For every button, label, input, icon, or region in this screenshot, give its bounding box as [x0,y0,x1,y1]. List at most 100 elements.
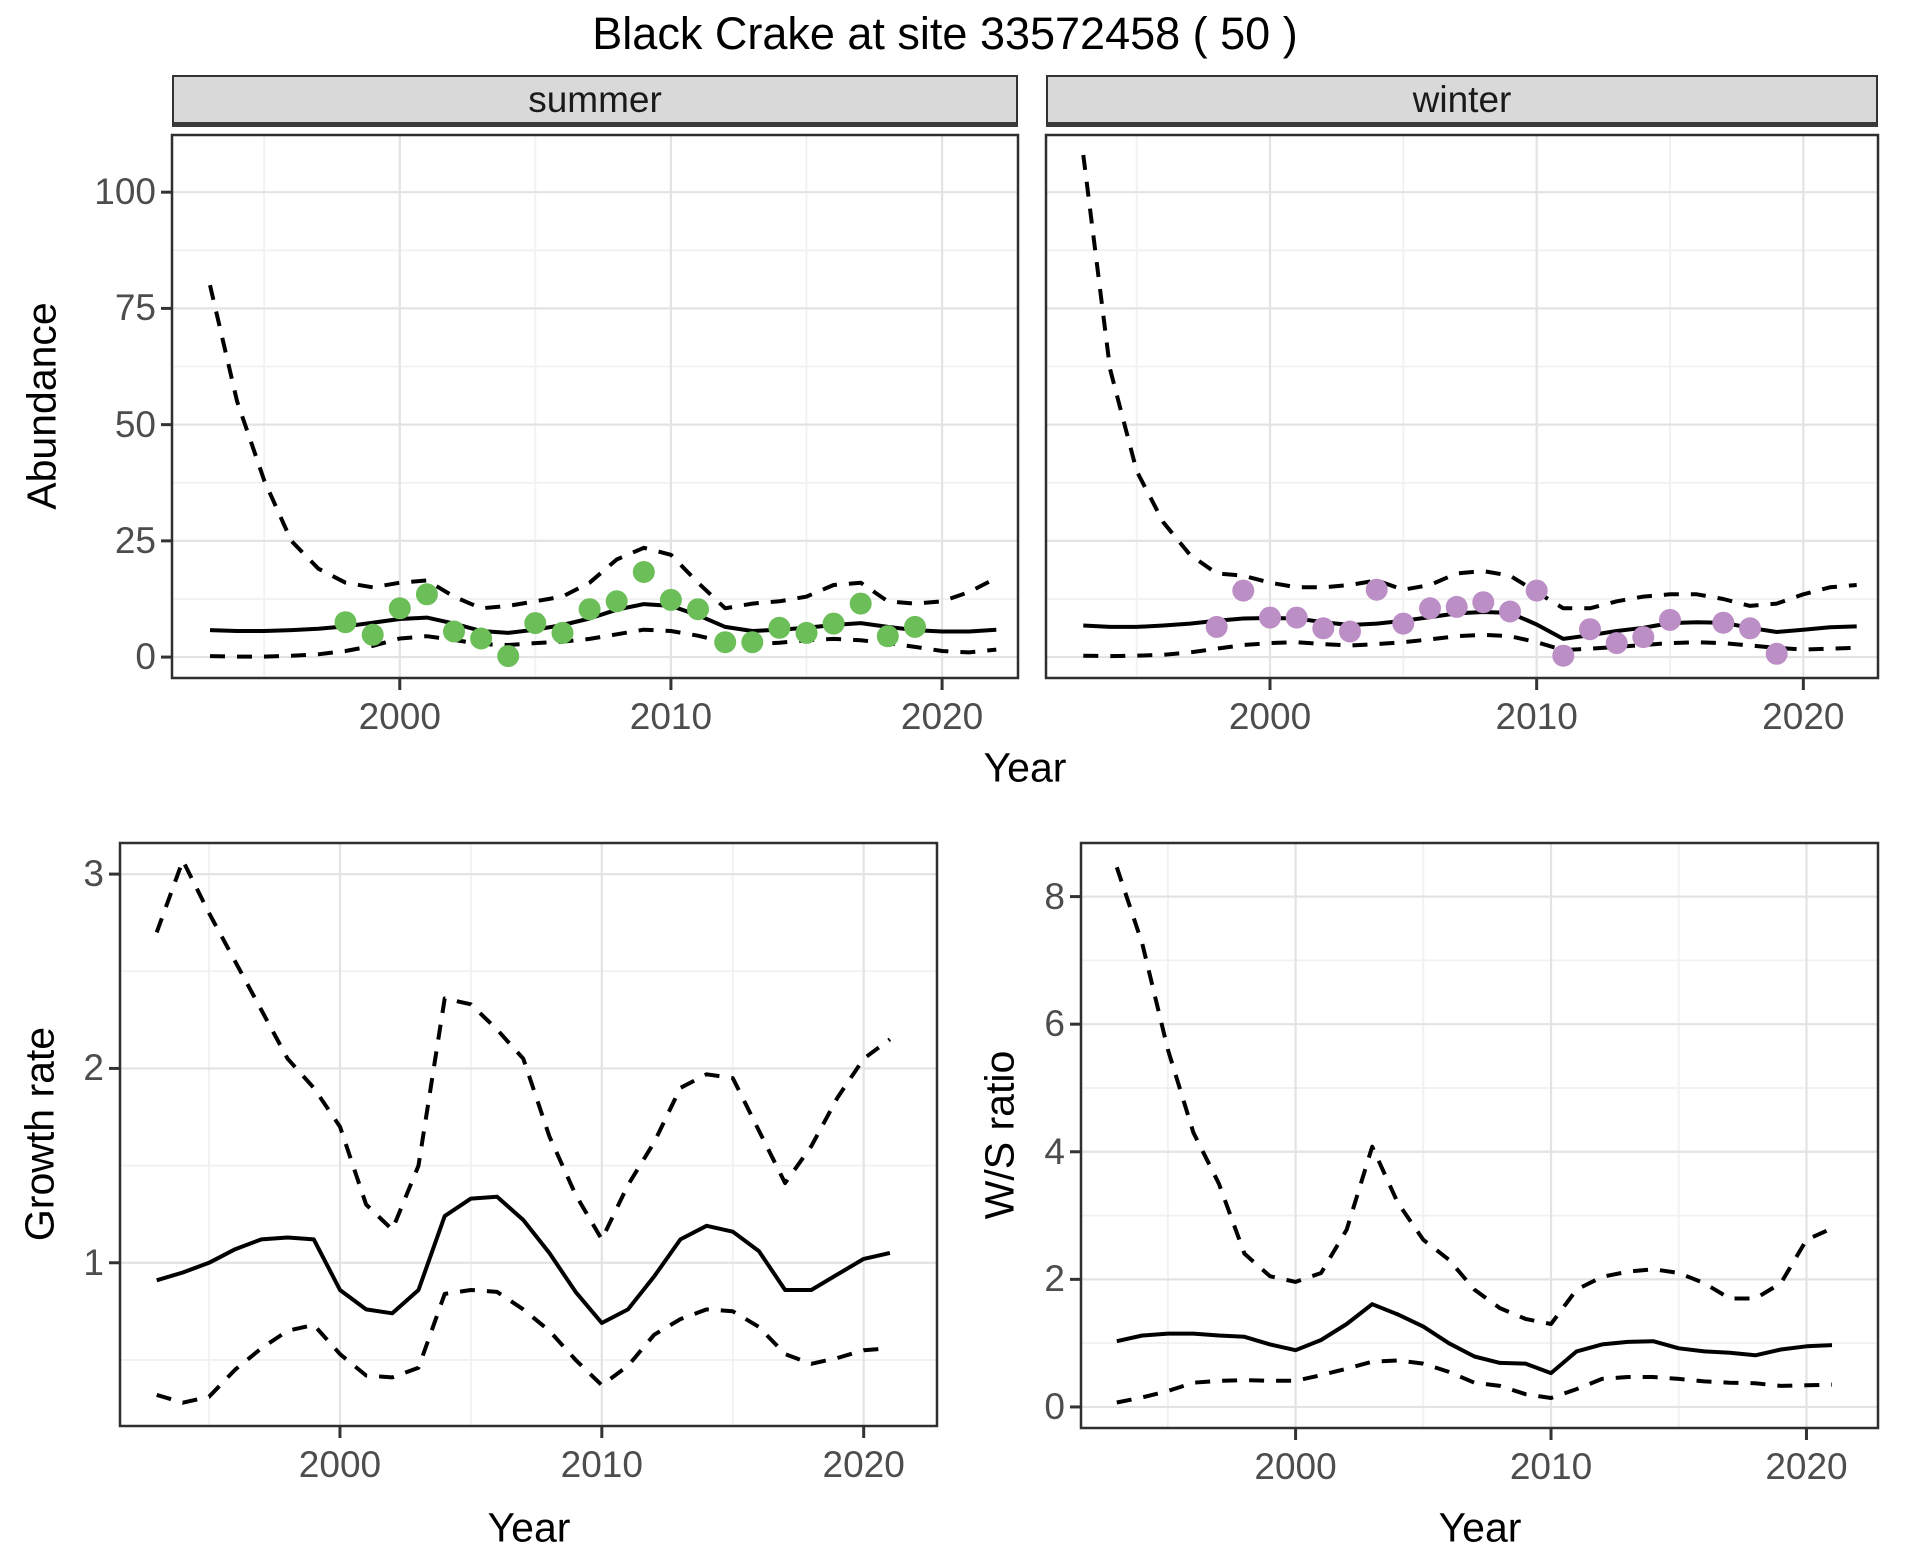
y-tick-label-summer: 25 [114,519,156,561]
x-tick-label-summer: 2020 [900,696,984,737]
y-tick-label-ws: 0 [1044,1385,1065,1427]
x-tick-label-summer: 2000 [358,696,441,737]
data-point [876,625,899,648]
data-point [1499,600,1521,623]
data-point [334,611,357,634]
data-point [415,583,438,606]
y-axis-title-ws-ratio: W/S ratio [976,1050,1023,1220]
panel-border-ws [1079,841,1880,1430]
facet-strip-winter-label: winter [1412,78,1512,120]
series-lower_95ci-summer [209,627,997,659]
data-point [524,612,547,635]
data-point [1765,642,1788,665]
y-tick-label-growth: 2 [83,1047,104,1089]
data-point [1579,618,1601,641]
series-mean-ws [1116,1302,1833,1376]
data-point [551,621,574,644]
x-tick-label-growth: 2010 [560,1444,643,1485]
data-point [1552,644,1575,667]
x-tick-label-winter: 2000 [1228,696,1312,737]
y-tick-label-ws: 6 [1044,1003,1065,1045]
series-upper_95ci-winter [1081,154,1857,611]
data-point [1419,597,1441,620]
y-tick-label-growth: 1 [83,1241,104,1283]
data-point [470,627,493,650]
data-point [1659,608,1681,631]
data-point [1605,632,1628,655]
data-point [443,620,465,643]
observed-abundance-summer [334,561,926,668]
data-point [388,597,411,620]
panel-winter [1044,133,1880,690]
facet-strip-winter: winter [1046,75,1878,127]
data-point [1259,606,1281,629]
data-point [822,612,845,635]
x-tick-label-ws: 2000 [1254,1446,1337,1487]
data-point [1312,617,1335,640]
data-point [605,590,628,613]
series-mean-growth [156,1194,891,1325]
series-lower_95ci-growth [156,1288,891,1405]
data-point [1365,578,1388,601]
x-tick-label-summer: 2010 [629,696,713,737]
data-point [1632,626,1655,649]
y-tick-label-summer: 0 [135,636,156,678]
series-upper_95ci-ws [1114,866,1833,1326]
x-axis-title-year-ws: Year [1438,1504,1522,1551]
x-tick-label-ws: 2020 [1765,1446,1848,1487]
data-point [904,615,926,638]
data-point [1739,617,1761,640]
panel-summer [161,133,1020,690]
y-tick-label-ws: 2 [1044,1258,1065,1300]
panel-border-summer [170,133,1020,680]
series-upper_95ci-growth [154,858,892,1242]
data-point [361,623,384,646]
data-point [632,561,655,583]
data-point [578,598,601,621]
data-point [714,631,737,654]
panel-border-winter [1044,133,1880,680]
data-point [1205,615,1228,638]
y-tick-label-summer: 75 [114,287,156,329]
data-point [849,592,872,615]
panel-growth [109,841,939,1438]
y-tick-label-ws: 4 [1044,1130,1065,1172]
data-point [1472,591,1495,614]
data-point [1232,579,1255,602]
x-axis-title-year-top: Year [983,744,1067,791]
x-tick-label-ws: 2010 [1509,1446,1593,1487]
data-point [795,621,818,644]
data-point [1339,620,1361,643]
data-point [497,645,520,668]
y-tick-label-growth: 3 [83,853,104,895]
x-tick-label-winter: 2020 [1762,696,1845,737]
panel-border-growth [118,841,939,1428]
x-tick-label-growth: 2000 [298,1444,382,1485]
series-upper_95ci-summer [208,284,998,611]
series-lower_95ci-ws [1116,1358,1833,1405]
y-tick-label-summer: 50 [114,403,156,445]
observed-abundance-winter [1205,578,1788,667]
series-lower_95ci-winter [1083,632,1857,659]
chart-title: Black Crake at site 33572458 ( 50 ) [592,8,1298,59]
data-point [687,598,709,621]
data-point [768,616,791,639]
y-tick-label-ws: 8 [1044,875,1065,917]
x-axis-title-year-growth: Year [487,1504,571,1551]
facet-strip-summer: summer [172,75,1018,127]
facet-strip-summer-label: summer [528,78,662,120]
data-point [1712,611,1735,634]
data-point [659,588,682,611]
data-point [1392,612,1415,635]
y-axis-title-abundance: Abundance [18,302,65,510]
y-tick-label-summer: 100 [94,171,156,213]
y-axis-title-growth-rate: Growth rate [16,1026,63,1242]
panel-ws [1070,841,1880,1440]
data-point [1525,579,1548,602]
data-point [741,631,764,654]
x-tick-label-growth: 2020 [822,1444,905,1485]
data-point [1445,595,1468,618]
x-tick-label-winter: 2010 [1495,696,1578,737]
